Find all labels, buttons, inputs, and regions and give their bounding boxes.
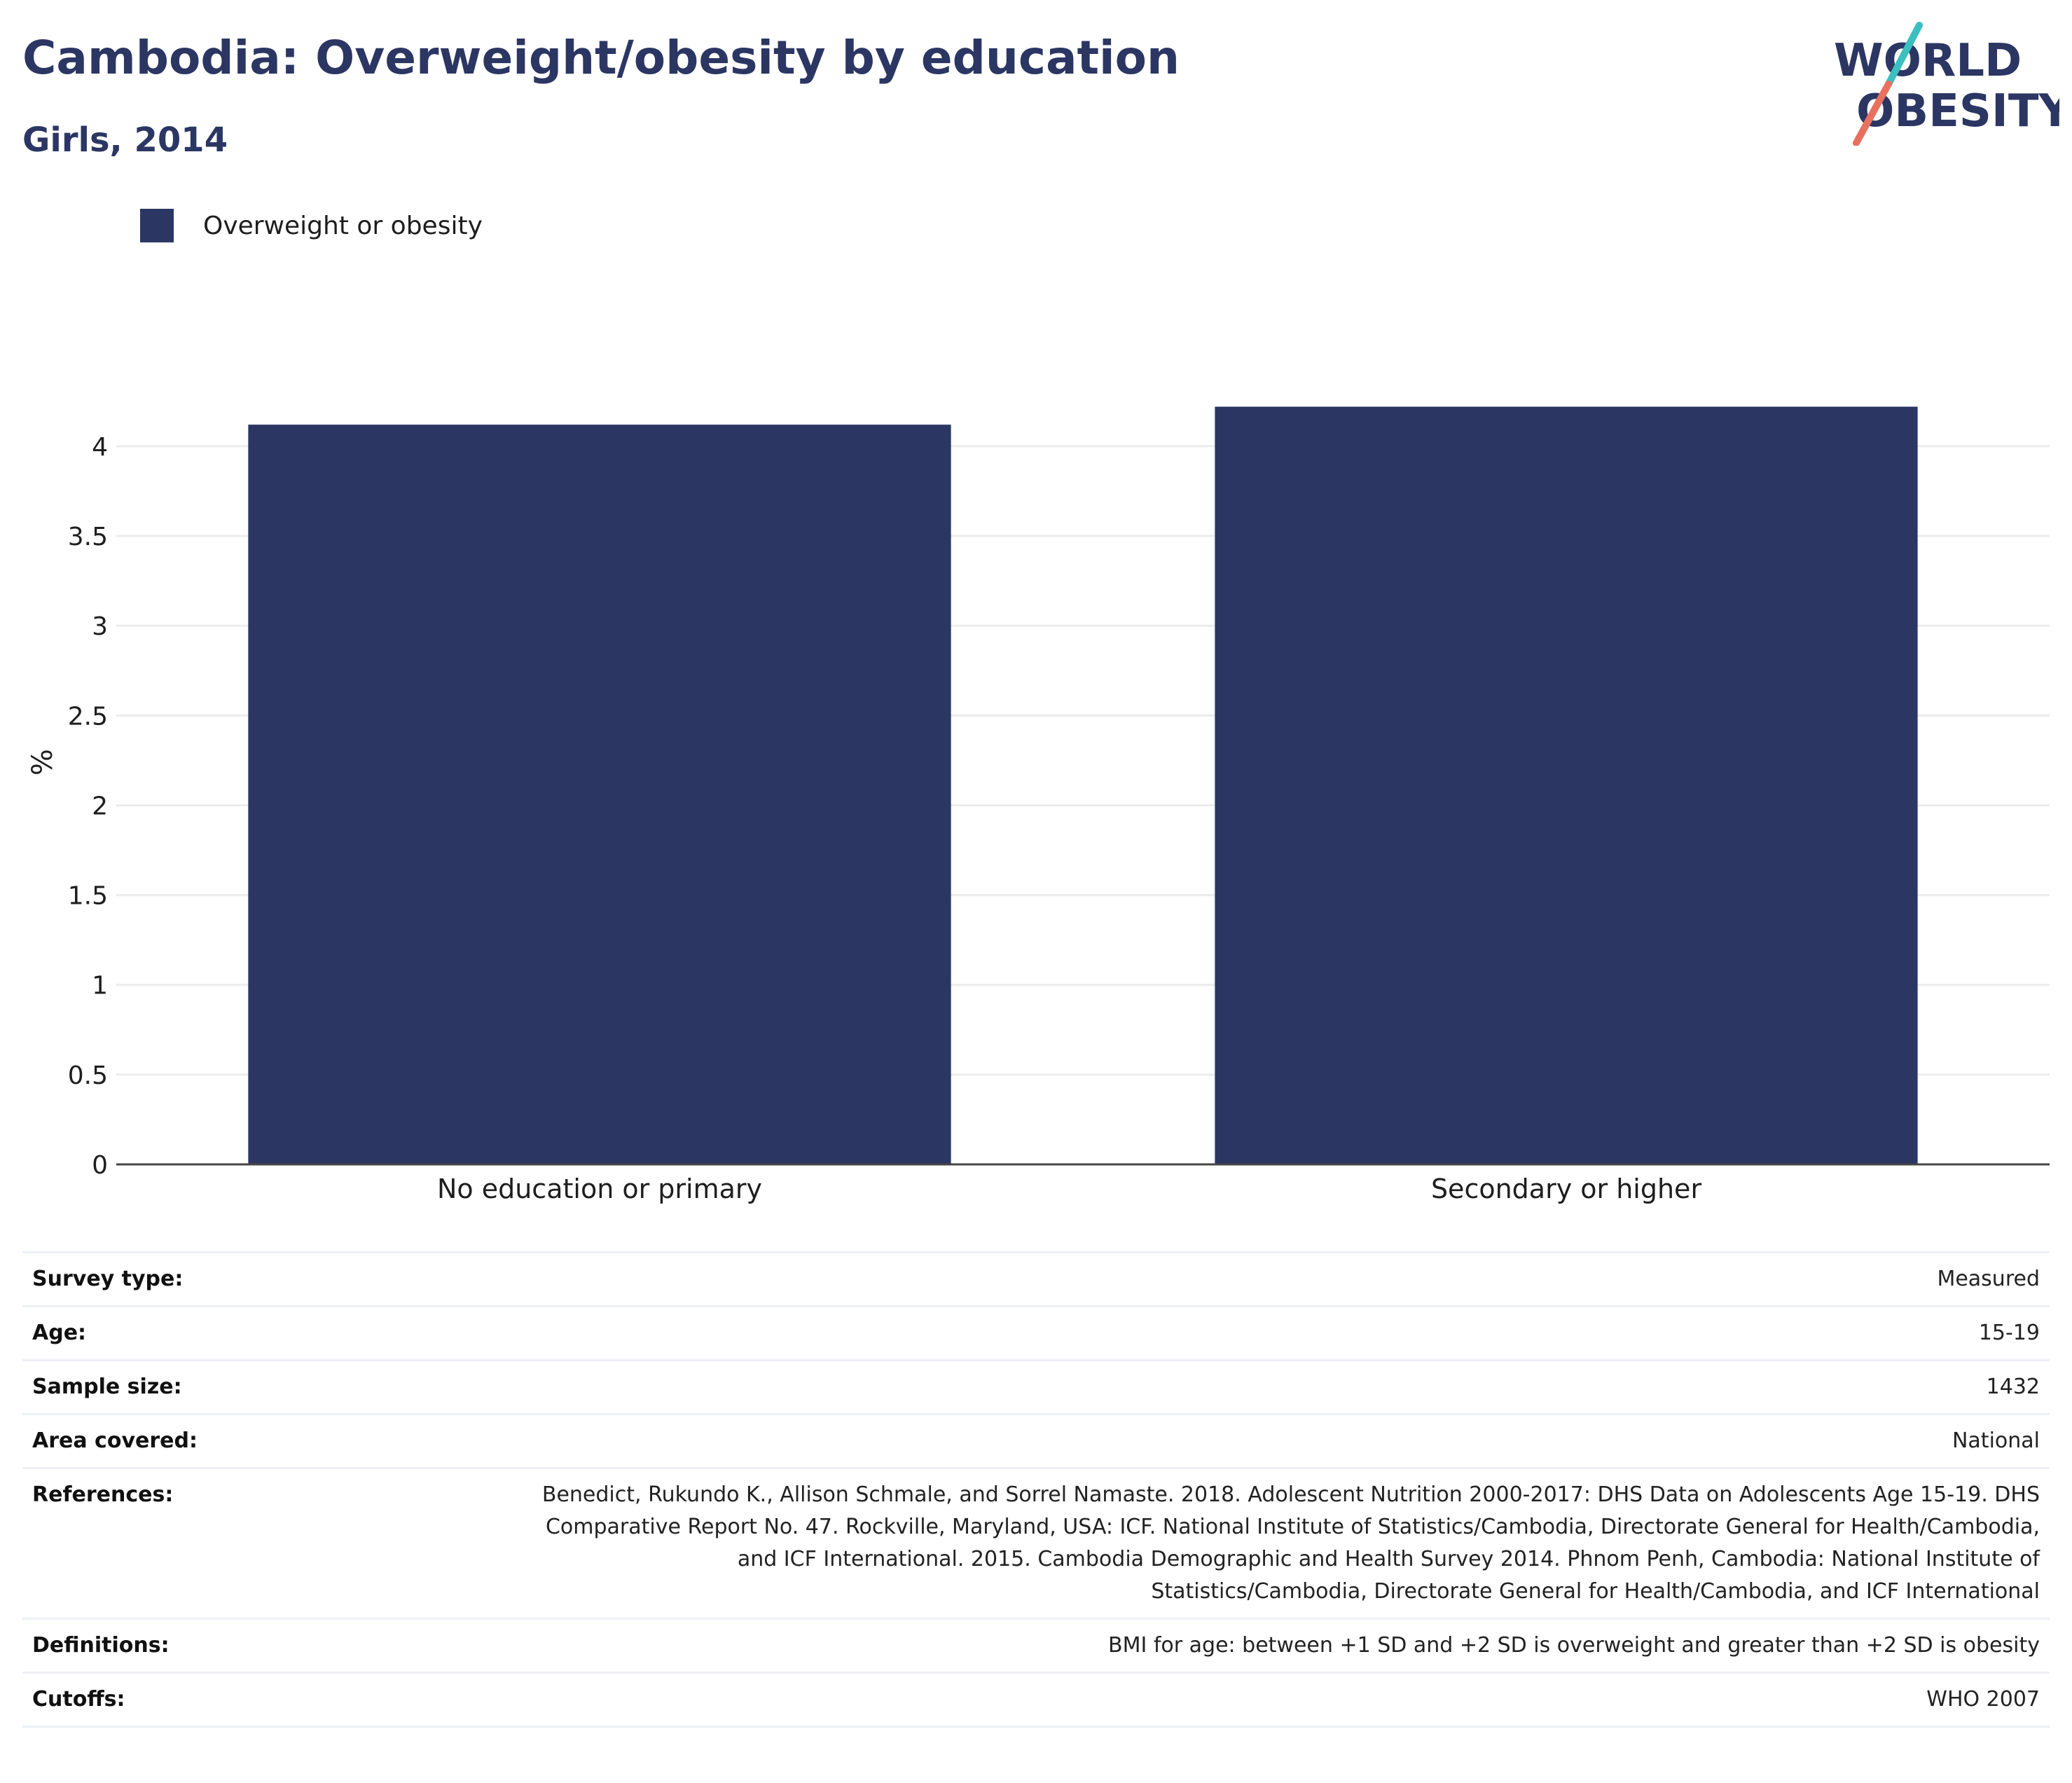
info-value: 15-19 bbox=[518, 1305, 2050, 1361]
info-label: References: bbox=[22, 1467, 518, 1620]
info-row: Survey type: Measured bbox=[22, 1251, 2050, 1307]
legend-label: Overweight or obesity bbox=[203, 211, 483, 240]
bar-chart: 0 0.5 1 1.5 2 2.5 3 3.5 4 No education or primary… bbox=[27, 406, 2050, 1204]
info-value: Benedict, Rukundo K., Allison Schmale, a… bbox=[518, 1467, 2050, 1620]
info-value: BMI for age: between +1 SD and +2 SD is … bbox=[518, 1618, 2050, 1674]
info-label: Sample size: bbox=[22, 1359, 518, 1415]
bar[interactable] bbox=[248, 425, 951, 1164]
x-category-label: Secondary or higher bbox=[1431, 1173, 1702, 1204]
logo-slash-teal bbox=[1885, 22, 1923, 88]
logo-slash-coral bbox=[1853, 81, 1892, 146]
y-axis-title: % bbox=[27, 749, 59, 776]
logo-text-world: WORLD bbox=[1834, 35, 2022, 87]
x-category-label: No education or primary bbox=[437, 1173, 762, 1204]
y-tick-label: 3.5 bbox=[68, 523, 108, 551]
survey-info-table: Survey type: Measured Age: 15-19 Sample size… bbox=[22, 1251, 2050, 1728]
y-tick-label: 4 bbox=[92, 433, 108, 462]
info-row: Sample size: 1432 bbox=[22, 1359, 2050, 1415]
info-row: Age: 15-19 bbox=[22, 1305, 2050, 1361]
info-label: Area covered: bbox=[22, 1413, 518, 1469]
info-row: Definitions: BMI for age: between +1 SD a… bbox=[22, 1618, 2050, 1674]
info-value: 1432 bbox=[518, 1359, 2050, 1415]
y-tick-label: 0 bbox=[92, 1151, 108, 1180]
info-row: References: Benedict, Rukundo K., Allison… bbox=[22, 1467, 2050, 1620]
info-row: Area covered: National bbox=[22, 1413, 2050, 1469]
info-value: WHO 2007 bbox=[518, 1672, 2050, 1728]
info-label: Definitions: bbox=[22, 1618, 518, 1674]
info-label: Age: bbox=[22, 1305, 518, 1361]
info-row: Cutoffs: WHO 2007 bbox=[22, 1672, 2050, 1728]
y-tick-label: 1 bbox=[92, 972, 108, 1000]
chart-legend[interactable]: Overweight or obesity bbox=[140, 209, 483, 242]
y-tick-label: 2.5 bbox=[68, 702, 108, 731]
chart-title: Cambodia: Overweight/obesity by educatio… bbox=[22, 31, 1180, 85]
y-tick-label: 2 bbox=[92, 792, 108, 820]
info-label: Survey type: bbox=[22, 1251, 518, 1307]
axes: 0 0.5 1 1.5 2 2.5 3 3.5 4 No education or primary… bbox=[68, 433, 2050, 1204]
bar[interactable] bbox=[1215, 406, 1918, 1164]
y-tick-label: 3 bbox=[92, 612, 108, 641]
logo-text-obesity: OBESITY bbox=[1856, 85, 2059, 137]
info-value: National bbox=[518, 1413, 2050, 1469]
legend-swatch bbox=[140, 209, 174, 242]
world-obesity-logo: WORLD OBESITY bbox=[1834, 22, 2059, 146]
y-tick-label: 1.5 bbox=[68, 882, 108, 911]
y-tick-label: 0.5 bbox=[68, 1061, 108, 1090]
info-label: Cutoffs: bbox=[22, 1672, 518, 1728]
chart-subtitle: Girls, 2014 bbox=[22, 121, 228, 160]
info-value: Measured bbox=[518, 1251, 2050, 1307]
bars bbox=[248, 406, 1918, 1164]
